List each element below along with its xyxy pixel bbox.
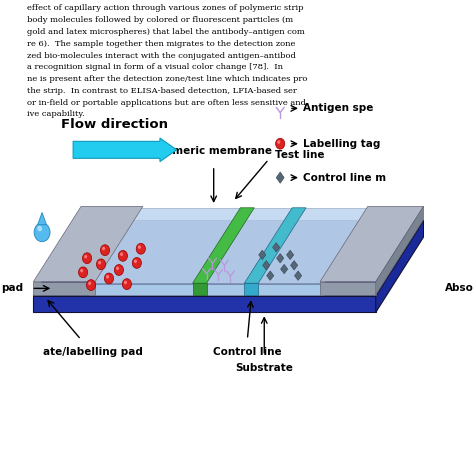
- Polygon shape: [245, 283, 258, 295]
- Polygon shape: [33, 220, 424, 296]
- Polygon shape: [281, 264, 288, 274]
- Circle shape: [100, 245, 109, 255]
- Circle shape: [120, 253, 123, 256]
- Text: a recognition signal in form of a visual color change [78].  In: a recognition signal in form of a visual…: [27, 64, 283, 72]
- Text: ne is present after the detection zone/test line which indicates pro: ne is present after the detection zone/t…: [27, 75, 308, 83]
- Text: Labelling tag: Labelling tag: [303, 139, 380, 149]
- Polygon shape: [263, 261, 270, 270]
- Text: pad: pad: [1, 283, 23, 293]
- Circle shape: [104, 273, 114, 284]
- Text: Flow direction: Flow direction: [62, 118, 168, 131]
- Circle shape: [82, 253, 91, 264]
- Polygon shape: [259, 250, 266, 260]
- Polygon shape: [320, 206, 424, 282]
- Polygon shape: [277, 254, 284, 263]
- Text: Control line m: Control line m: [303, 173, 386, 182]
- Text: zed bio-molecules interact with the conjugated antigen–antibod: zed bio-molecules interact with the conj…: [27, 52, 296, 60]
- Polygon shape: [267, 271, 274, 280]
- Polygon shape: [376, 206, 424, 295]
- Circle shape: [34, 223, 50, 242]
- Circle shape: [98, 261, 101, 264]
- Polygon shape: [33, 206, 143, 282]
- Text: body molecules followed by colored or fluorescent particles (m: body molecules followed by colored or fl…: [27, 16, 293, 24]
- Circle shape: [114, 264, 124, 275]
- Text: Polymeric membrane: Polymeric membrane: [147, 146, 272, 156]
- Text: re 6).  The sample together then migrates to the detection zone: re 6). The sample together then migrates…: [27, 40, 296, 48]
- Circle shape: [37, 226, 42, 231]
- Circle shape: [84, 255, 87, 258]
- Circle shape: [277, 140, 280, 144]
- Circle shape: [134, 259, 137, 263]
- Polygon shape: [276, 172, 284, 183]
- Text: effect of capillary action through various zones of polymeric strip: effect of capillary action through vario…: [27, 4, 304, 12]
- Circle shape: [132, 257, 141, 268]
- Circle shape: [86, 280, 96, 291]
- Text: gold and latex microspheres) that label the antibody–antigen com: gold and latex microspheres) that label …: [27, 28, 305, 36]
- Text: the strip.  In contrast to ELISA-based detection, LFIA-based ser: the strip. In contrast to ELISA-based de…: [27, 87, 297, 95]
- Polygon shape: [245, 208, 306, 283]
- Text: ate/labelling pad: ate/labelling pad: [43, 347, 143, 357]
- Circle shape: [124, 281, 127, 284]
- Polygon shape: [38, 212, 46, 225]
- Text: Test line: Test line: [275, 149, 324, 160]
- Circle shape: [102, 247, 105, 250]
- Circle shape: [138, 246, 141, 249]
- Circle shape: [118, 250, 128, 261]
- FancyArrow shape: [73, 138, 177, 162]
- Circle shape: [106, 275, 109, 279]
- Polygon shape: [33, 296, 376, 312]
- Polygon shape: [273, 243, 280, 252]
- Text: Substrate: Substrate: [235, 363, 293, 374]
- Circle shape: [136, 243, 146, 254]
- Polygon shape: [192, 283, 207, 295]
- Polygon shape: [33, 282, 95, 295]
- Circle shape: [88, 282, 91, 285]
- Circle shape: [275, 138, 285, 149]
- Text: or in-field or portable applications but are often less sensitive and: or in-field or portable applications but…: [27, 99, 306, 107]
- Circle shape: [80, 269, 83, 273]
- Polygon shape: [89, 283, 324, 295]
- Polygon shape: [294, 271, 301, 280]
- Polygon shape: [320, 282, 376, 295]
- Polygon shape: [291, 261, 298, 270]
- Text: ive capability.: ive capability.: [27, 110, 85, 118]
- Circle shape: [116, 266, 119, 270]
- Circle shape: [79, 267, 88, 278]
- Polygon shape: [89, 208, 372, 283]
- Polygon shape: [376, 220, 424, 312]
- Polygon shape: [192, 208, 255, 283]
- Circle shape: [96, 259, 106, 270]
- Text: Abso: Abso: [446, 283, 474, 293]
- Polygon shape: [287, 250, 294, 260]
- Text: Antigen spe: Antigen spe: [303, 103, 373, 113]
- Text: Control line: Control line: [213, 347, 282, 357]
- Circle shape: [122, 279, 131, 290]
